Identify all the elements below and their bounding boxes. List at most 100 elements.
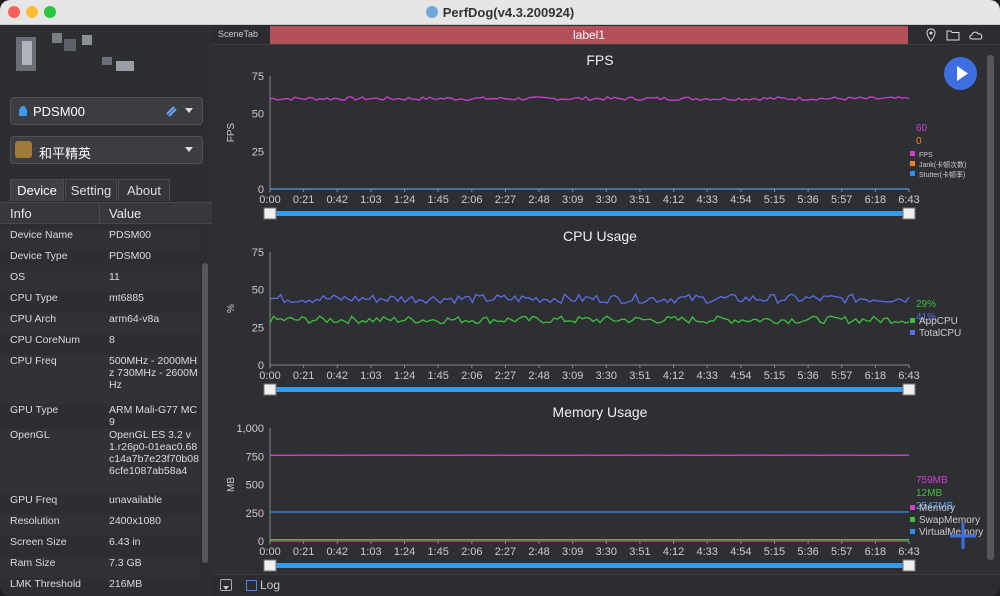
folder-icon[interactable] (946, 28, 960, 42)
window-title-text: PerfDog(v4.3.200924) (442, 5, 575, 20)
chart-title: FPS (586, 52, 613, 68)
x-tick-label: 3:51 (629, 546, 650, 558)
zoom-button[interactable] (44, 6, 56, 18)
y-tick-label: 50 (252, 109, 264, 121)
log-checkbox[interactable] (246, 580, 257, 591)
x-tick-label: 4:33 (696, 194, 717, 206)
row-value: 11 (109, 271, 120, 283)
y-tick-label: 0 (258, 360, 264, 372)
x-tick-label: 4:54 (730, 370, 751, 382)
y-tick-label: 75 (252, 71, 264, 83)
row-key: OS (10, 271, 26, 283)
charts-area: FPS FPS 0 25 50 75 0:00 0:21 0:42 1:03 1:24 1:45 2:0… (226, 52, 983, 572)
table-row: CPU CoreNum 8 (0, 334, 200, 355)
y-tick-label: 250 (246, 508, 264, 520)
x-tick-label: 5:57 (831, 194, 852, 206)
x-tick-label: 4:33 (696, 370, 717, 382)
info-table-header: Info Value (0, 202, 212, 224)
x-tick-label: 3:09 (562, 194, 583, 206)
main-scrollbar[interactable] (987, 55, 994, 560)
x-tick-label: 1:45 (427, 370, 448, 382)
legend-label: Stutter(卡顿率) (919, 170, 965, 179)
legend-swatch (910, 151, 915, 156)
cloud-icon[interactable] (968, 28, 984, 42)
table-row: CPU Arch arm64-v8a (0, 313, 200, 334)
x-tick-label: 1:24 (394, 194, 415, 206)
row-value: mt6885 (109, 292, 145, 304)
row-key: Ram Size (10, 557, 56, 569)
tab-about[interactable]: About (118, 179, 170, 201)
x-tick-label: 3:09 (562, 546, 583, 558)
x-tick-label: 3:09 (562, 370, 583, 382)
slider-handle-left (263, 559, 277, 572)
chart-title: CPU Usage (563, 228, 637, 244)
y-tick-label: 1,000 (236, 423, 264, 435)
x-tick-label: 6:43 (898, 370, 919, 382)
table-row: Device Type PDSM00 (0, 250, 200, 271)
legend-label: Memory (919, 503, 955, 514)
app-select[interactable]: 和平精英 (10, 136, 203, 164)
legend-swatch (910, 161, 915, 166)
x-tick-label: 0:00 (259, 546, 280, 558)
bottom-bar: Log (212, 574, 1000, 596)
row-key: OpenGL (10, 429, 50, 441)
close-button[interactable] (8, 6, 20, 18)
x-tick-label: 0:21 (293, 194, 314, 206)
scene-label[interactable]: label1 (270, 26, 908, 44)
x-tick-label: 5:57 (831, 370, 852, 382)
sidebar: PDSM00 和平精英 Device Setting About Info Va… (0, 25, 212, 596)
row-key: GPU Type (10, 404, 59, 416)
x-tick-label: 0:42 (327, 370, 348, 382)
slider-handle-right (902, 383, 916, 396)
info-column-header: Info (10, 206, 32, 221)
time-slider-track (270, 563, 909, 568)
x-tick-label: 4:54 (730, 194, 751, 206)
x-tick-label: 4:12 (663, 546, 684, 558)
x-tick-label: 0:21 (293, 546, 314, 558)
x-tick-label: 5:36 (797, 194, 818, 206)
current-value: 60 (916, 123, 928, 134)
x-tick-label: 1:45 (427, 546, 448, 558)
x-tick-label: 4:33 (696, 546, 717, 558)
chevron-down-icon (185, 108, 193, 113)
minimize-button[interactable] (26, 6, 38, 18)
x-tick-label: 0:42 (327, 194, 348, 206)
legend-label: Jank(卡顿次数) (919, 160, 966, 169)
device-name: PDSM00 (33, 104, 86, 119)
row-value: OpenGL ES 3.2 v1.r26p0-01eac0.68c14a7b7e… (109, 429, 199, 477)
legend-label: FPS (919, 152, 933, 159)
slider-handle-right (902, 207, 916, 220)
location-icon[interactable] (924, 28, 938, 42)
row-key: Device Type (10, 250, 68, 262)
tab-setting[interactable]: Setting (65, 179, 117, 201)
legend-swatch (910, 529, 915, 534)
table-row: GPU Freq unavailable (0, 494, 200, 515)
play-icon (957, 66, 968, 81)
table-row: OS 11 (0, 271, 200, 292)
chevron-down-icon (223, 586, 229, 590)
play-button[interactable] (944, 57, 977, 90)
x-tick-label: 2:06 (461, 546, 482, 558)
x-tick-label: 1:03 (360, 194, 381, 206)
sidebar-scrollbar[interactable] (202, 263, 208, 563)
x-tick-label: 3:30 (596, 546, 617, 558)
y-tick-label: 0 (258, 184, 264, 196)
add-icon[interactable] (948, 521, 978, 551)
row-value: ARM Mali-G77 MC9 (109, 404, 198, 428)
row-value: 6.43 in (109, 536, 141, 548)
x-tick-label: 4:54 (730, 546, 751, 558)
table-row: Ram Size 7.3 GB (0, 557, 200, 578)
row-key: Resolution (10, 515, 60, 527)
link-icon[interactable] (165, 105, 178, 118)
x-tick-label: 3:51 (629, 194, 650, 206)
x-tick-label: 3:51 (629, 370, 650, 382)
legend-swatch (910, 330, 915, 335)
scene-tab[interactable]: SceneTab (218, 29, 259, 39)
series-line (269, 96, 910, 102)
legend-swatch (910, 171, 915, 176)
log-toggle-button[interactable] (220, 579, 232, 591)
tab-device[interactable]: Device (10, 179, 64, 201)
x-tick-label: 0:00 (259, 194, 280, 206)
device-select[interactable]: PDSM00 (10, 97, 203, 125)
x-tick-label: 2:27 (495, 194, 516, 206)
